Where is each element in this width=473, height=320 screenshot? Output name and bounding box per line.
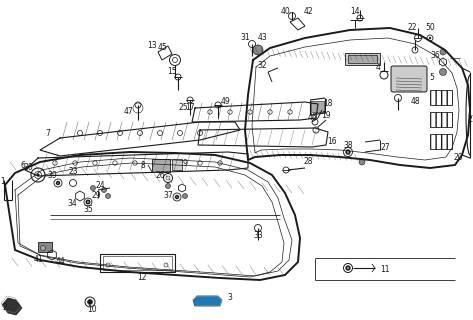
Text: 33: 33 <box>253 230 263 239</box>
Polygon shape <box>2 298 22 315</box>
Circle shape <box>36 173 40 177</box>
Circle shape <box>439 68 447 76</box>
Circle shape <box>56 181 60 185</box>
Text: 9: 9 <box>183 158 187 167</box>
Bar <box>430 90 452 105</box>
Circle shape <box>86 200 90 204</box>
Bar <box>430 112 452 127</box>
Circle shape <box>166 183 170 188</box>
Text: 4: 4 <box>376 63 380 73</box>
FancyBboxPatch shape <box>391 66 427 92</box>
Text: 14: 14 <box>350 7 360 17</box>
Bar <box>345 53 380 65</box>
Text: 36: 36 <box>430 51 440 60</box>
Text: 40: 40 <box>280 7 290 17</box>
Text: 1: 1 <box>0 178 5 187</box>
Text: 2: 2 <box>3 303 8 313</box>
Text: 15: 15 <box>167 68 177 76</box>
Text: 6: 6 <box>20 161 26 170</box>
Circle shape <box>175 196 178 198</box>
Circle shape <box>359 159 365 165</box>
Text: 23: 23 <box>68 167 78 177</box>
Text: 25: 25 <box>178 103 188 113</box>
Bar <box>430 134 452 149</box>
Text: 48: 48 <box>410 98 420 107</box>
Text: 27: 27 <box>380 143 390 153</box>
Text: 19: 19 <box>321 111 331 121</box>
Circle shape <box>183 194 187 198</box>
Text: 29: 29 <box>91 190 101 199</box>
Text: 3: 3 <box>228 293 232 302</box>
Circle shape <box>41 245 45 251</box>
Text: 38: 38 <box>343 140 353 149</box>
Circle shape <box>88 300 93 305</box>
Text: 32: 32 <box>257 60 267 69</box>
Text: 20: 20 <box>453 154 463 163</box>
Text: 18: 18 <box>323 99 333 108</box>
Text: 45: 45 <box>157 44 167 52</box>
Circle shape <box>346 150 350 154</box>
Bar <box>38 242 52 252</box>
Circle shape <box>346 266 350 270</box>
Text: 44: 44 <box>55 258 65 267</box>
Text: 11: 11 <box>380 266 390 275</box>
Text: 47: 47 <box>123 108 133 116</box>
Polygon shape <box>193 296 222 306</box>
Text: 8: 8 <box>140 161 145 170</box>
Text: 12: 12 <box>137 274 147 283</box>
Text: 43: 43 <box>257 34 267 43</box>
Text: 5: 5 <box>429 74 434 83</box>
Circle shape <box>253 45 263 55</box>
Bar <box>152 159 170 172</box>
Text: 10: 10 <box>87 306 97 315</box>
Circle shape <box>102 188 106 193</box>
Text: 30: 30 <box>23 164 33 172</box>
Text: 22: 22 <box>407 23 417 33</box>
Text: 49: 49 <box>220 98 230 107</box>
Bar <box>311 101 324 112</box>
Circle shape <box>429 37 431 39</box>
Text: 41: 41 <box>33 255 43 265</box>
Bar <box>100 254 175 272</box>
Bar <box>103 256 172 270</box>
Text: 13: 13 <box>147 42 157 51</box>
Text: 24: 24 <box>95 180 105 189</box>
Text: 26: 26 <box>155 171 165 180</box>
Circle shape <box>105 194 111 198</box>
Bar <box>348 55 377 63</box>
Circle shape <box>440 49 446 55</box>
Bar <box>172 159 182 170</box>
Text: 31: 31 <box>240 34 250 43</box>
Text: 28: 28 <box>303 157 313 166</box>
Text: 42: 42 <box>303 7 313 17</box>
Polygon shape <box>193 296 222 306</box>
Text: 35: 35 <box>83 205 93 214</box>
Text: 50: 50 <box>425 23 435 33</box>
Circle shape <box>90 186 96 190</box>
Text: 21: 21 <box>467 116 473 124</box>
Text: 39: 39 <box>47 171 57 180</box>
Text: 7: 7 <box>45 129 51 138</box>
Text: 16: 16 <box>327 138 337 147</box>
Text: 17: 17 <box>185 103 195 113</box>
Text: 34: 34 <box>67 198 77 207</box>
Text: 46: 46 <box>307 114 317 123</box>
Text: 37: 37 <box>163 190 173 199</box>
